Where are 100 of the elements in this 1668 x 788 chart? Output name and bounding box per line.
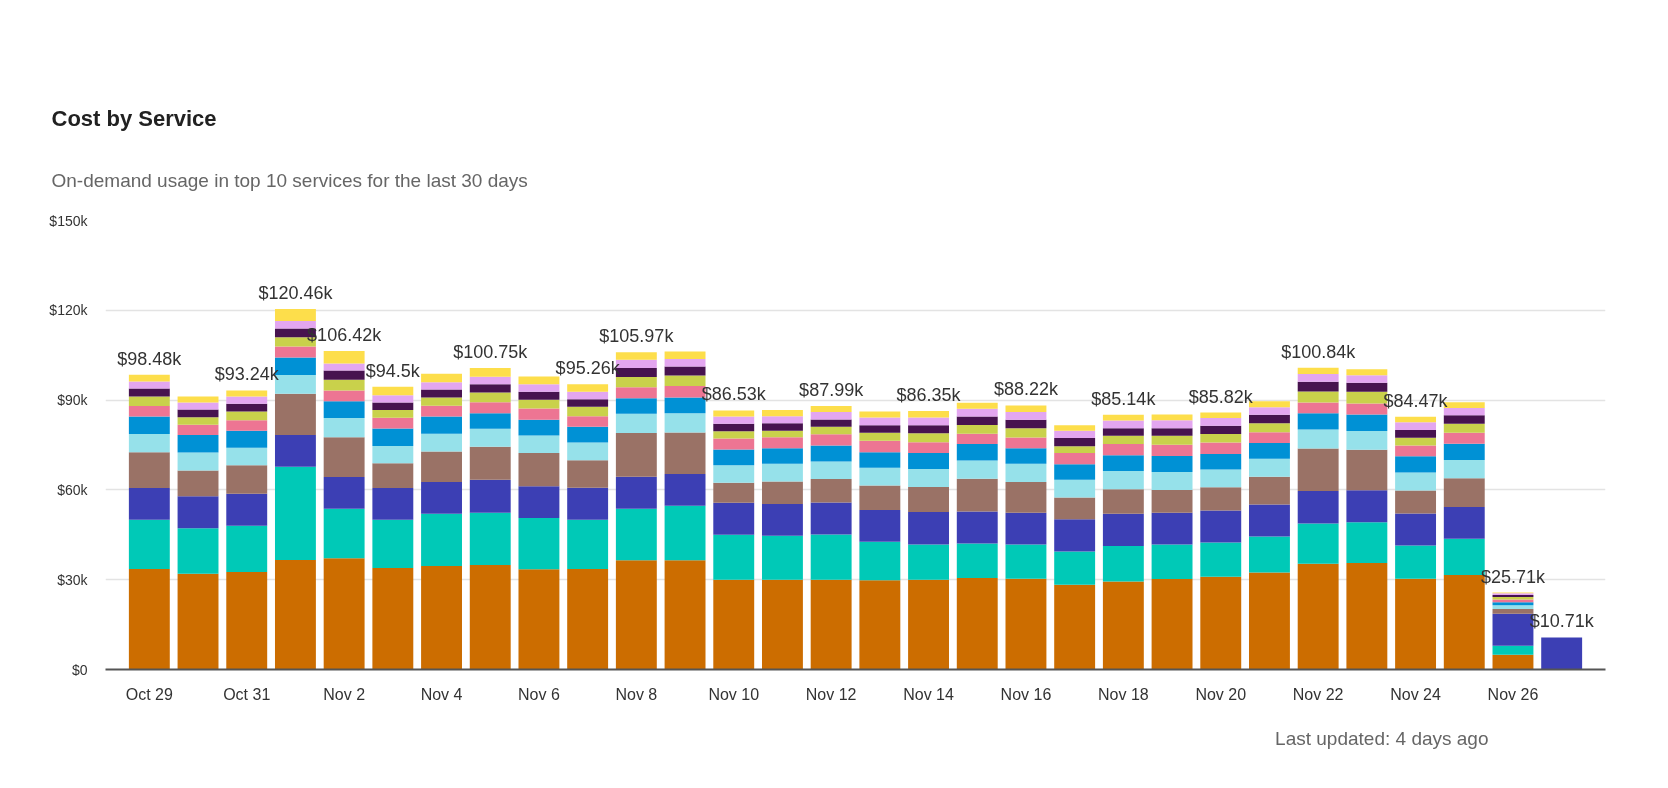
bar — [567, 568, 609, 670]
x-tick-label: Nov 4 — [420, 685, 463, 703]
bar — [128, 519, 170, 569]
bar — [1492, 605, 1534, 610]
bar — [1249, 536, 1290, 573]
bar — [372, 409, 414, 418]
bar — [956, 460, 998, 479]
bar — [372, 402, 414, 410]
bar — [859, 509, 901, 542]
bar — [567, 460, 609, 488]
bar — [372, 519, 414, 569]
bar — [469, 384, 511, 393]
bar — [1443, 478, 1485, 507]
bar — [956, 577, 998, 670]
bar — [1200, 542, 1242, 577]
bar — [372, 395, 414, 403]
bar — [1102, 489, 1144, 514]
total-label: $105.97k — [599, 326, 675, 347]
bar — [615, 352, 657, 360]
bar — [1200, 576, 1242, 670]
bar — [810, 434, 852, 446]
total-label: $85.82k — [1188, 386, 1254, 407]
bar — [372, 568, 414, 670]
bar — [323, 437, 365, 478]
bar — [372, 417, 414, 429]
bar — [323, 379, 365, 391]
bar — [1297, 448, 1339, 492]
bar — [1346, 430, 1388, 450]
bar — [1541, 637, 1583, 670]
bar — [1005, 482, 1047, 513]
bar — [664, 505, 706, 561]
bar — [518, 419, 560, 436]
bar — [810, 412, 852, 420]
bar — [713, 431, 755, 439]
bar — [128, 416, 170, 434]
bar — [1492, 654, 1534, 670]
bar — [615, 377, 657, 388]
bar — [177, 573, 219, 670]
bar — [664, 366, 706, 376]
bar — [1297, 402, 1339, 414]
bar — [859, 440, 901, 453]
bar — [1054, 584, 1096, 670]
bar — [469, 413, 511, 429]
bar — [713, 416, 755, 424]
y-tick-label: $0 — [71, 661, 88, 678]
bar — [1297, 491, 1339, 524]
x-tick-label: Nov 2 — [323, 685, 366, 703]
bar — [1297, 381, 1339, 392]
bar — [1297, 429, 1339, 449]
bar — [1151, 579, 1193, 670]
bar — [274, 435, 316, 467]
bar — [323, 390, 365, 402]
bar — [128, 568, 170, 670]
bar — [1346, 375, 1388, 383]
bar — [1200, 510, 1242, 543]
bar — [1395, 416, 1437, 423]
bar — [908, 512, 950, 545]
bar — [1102, 435, 1144, 445]
bar — [761, 448, 803, 464]
bar — [1443, 407, 1485, 416]
bar — [859, 411, 901, 418]
bar — [859, 541, 901, 581]
bar — [908, 453, 950, 469]
bar — [1102, 428, 1144, 436]
bar — [421, 389, 462, 398]
bar — [908, 468, 950, 487]
bar — [1005, 544, 1047, 579]
bar — [1102, 444, 1144, 456]
bar — [128, 452, 170, 489]
bar — [567, 442, 609, 461]
x-tick-label: Nov 16 — [1000, 685, 1052, 703]
bar — [567, 391, 609, 400]
bar — [1249, 476, 1290, 505]
bar — [859, 580, 901, 670]
bar — [908, 544, 950, 580]
bar — [664, 432, 706, 475]
bar — [226, 465, 268, 494]
chart-title: Cost by Service — [51, 105, 217, 131]
bar — [1054, 551, 1096, 585]
bar — [956, 444, 998, 461]
bar — [372, 445, 414, 464]
bar — [421, 565, 462, 670]
bar — [323, 370, 365, 380]
bar — [1395, 437, 1437, 446]
bar — [1249, 407, 1290, 415]
bar — [518, 486, 560, 519]
bar — [226, 493, 268, 526]
bar — [567, 384, 609, 392]
bar — [1492, 645, 1534, 655]
bar — [713, 465, 755, 483]
bar — [128, 396, 170, 407]
bar — [372, 463, 414, 489]
bar — [615, 413, 657, 434]
bar — [323, 350, 365, 364]
bar — [1005, 419, 1047, 429]
total-label: $88.22k — [993, 379, 1059, 400]
bar — [859, 417, 901, 426]
bar — [469, 376, 511, 385]
bar — [1151, 471, 1193, 490]
bar — [421, 373, 462, 383]
